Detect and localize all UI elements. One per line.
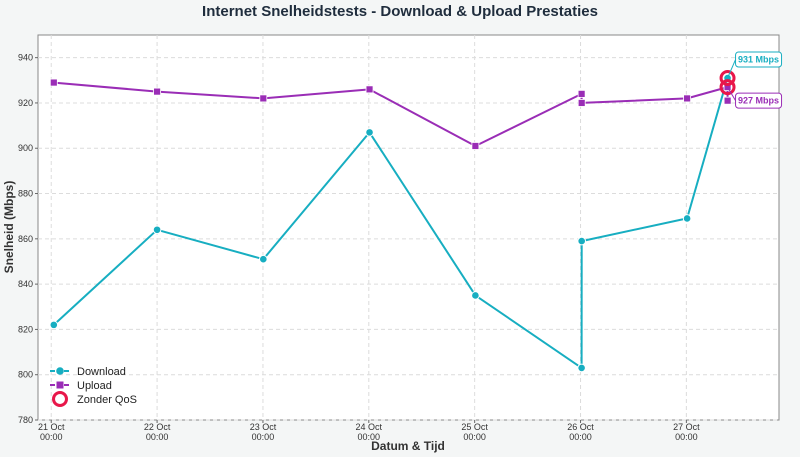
callout-label: 931 Mbps: [738, 55, 779, 65]
y-tick-label: 880: [18, 189, 33, 199]
zonder-qos-marker: [719, 70, 736, 87]
x-tick-label: 27 Oct: [673, 422, 700, 432]
y-tick-label: 860: [18, 234, 33, 244]
x-tick-label: 25 Oct: [461, 422, 488, 432]
legend-zonder-qos-marker: [52, 391, 68, 407]
x-tick-label: 21 Oct: [38, 422, 65, 432]
legend: Download Upload Zonder QoS: [50, 366, 137, 407]
download-point: [577, 363, 586, 373]
legend-zonder-qos-label: Zonder QoS: [77, 394, 137, 406]
legend-upload-marker: [56, 381, 64, 389]
download-point: [152, 225, 162, 235]
x-tick-label-time: 00:00: [569, 432, 592, 442]
y-tick-label: 900: [18, 143, 33, 153]
series-layer: [49, 73, 732, 373]
callout-leader: [727, 59, 737, 79]
download-point: [259, 254, 268, 264]
legend-upload-label: Upload: [77, 380, 112, 392]
upload-point: [49, 78, 58, 87]
upload-point: [723, 96, 732, 105]
x-tick-label-time: 00:00: [40, 432, 63, 442]
highlight-layer: [719, 70, 736, 96]
x-tick-label-time: 00:00: [146, 432, 169, 442]
download-point: [365, 128, 374, 137]
y-tick-label: 940: [18, 53, 33, 63]
download-point: [471, 291, 480, 300]
upload-point: [683, 94, 692, 103]
callout-box: [735, 51, 783, 68]
upload-point: [471, 142, 480, 150]
upload-point: [577, 89, 586, 98]
upload-point: [577, 99, 586, 107]
x-tick-label: 23 Oct: [250, 422, 277, 432]
y-tick-label: 820: [18, 324, 33, 334]
y-tick-label: 780: [18, 415, 33, 425]
upload-point: [365, 85, 374, 94]
y-axis: 780 800 820 840 860 880 900 920 940: [18, 53, 38, 425]
y-axis-title: Snelheid (Mbps): [2, 181, 16, 274]
callout-box: [735, 92, 783, 109]
annotation-layer: 931 Mbps 927 Mbps: [727, 51, 783, 109]
x-tick-label: 22 Oct: [144, 422, 171, 432]
x-tick-label: 24 Oct: [356, 422, 383, 432]
x-axis-title: Datum & Tijd: [371, 439, 445, 453]
y-tick-label: 800: [18, 370, 33, 380]
upload-line: [53, 81, 729, 147]
x-tick-label-time: 00:00: [675, 432, 698, 442]
chart-title: Internet Snelheidstests - Download & Upl…: [202, 3, 598, 20]
zonder-qos-marker: [719, 79, 736, 96]
download-point: [49, 320, 59, 330]
upload-point: [153, 87, 161, 96]
y-tick-label: 920: [18, 98, 33, 108]
y-tick-label: 840: [18, 279, 33, 289]
callout-label: 927 Mbps: [738, 96, 779, 106]
x-tick-label: 26 Oct: [567, 422, 594, 432]
download-point: [577, 236, 586, 246]
legend-download-label: Download: [77, 366, 126, 378]
x-tick-label-time: 00:00: [252, 432, 275, 442]
upload-point: [259, 94, 268, 103]
x-tick-label-time: 00:00: [463, 432, 486, 442]
download-point: [682, 214, 692, 223]
legend-download-marker: [56, 367, 64, 375]
callout-leader: [727, 86, 736, 101]
plot-area: [37, 34, 780, 421]
x-tick-label-time: 00:00: [358, 432, 381, 442]
